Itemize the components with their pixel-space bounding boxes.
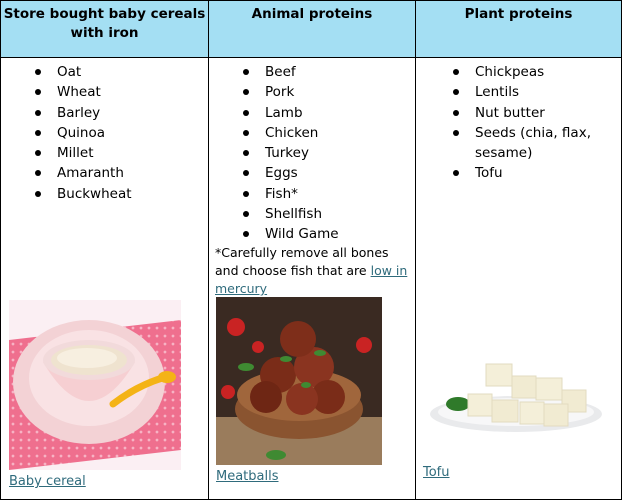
- header-cereals: Store bought baby cereals with iron: [1, 0, 208, 58]
- bullet-icon: [35, 109, 41, 116]
- list-item: Wild Game: [243, 224, 339, 244]
- list-item: Wheat: [35, 82, 132, 102]
- list-item: Buckwheat: [35, 184, 132, 204]
- bullet-icon: [243, 211, 249, 218]
- baby-cereal-link[interactable]: Baby cereal: [9, 474, 86, 489]
- bullet-icon: [243, 89, 249, 96]
- list-item: Chicken: [243, 123, 339, 143]
- bullet-icon: [453, 129, 459, 136]
- list-item: Millet: [35, 143, 132, 163]
- bullet-icon: [35, 170, 41, 177]
- list-item: Nut butter: [453, 103, 603, 123]
- bullet-icon: [35, 89, 41, 96]
- list-item: Chickpeas: [453, 62, 603, 82]
- meatballs-photo: [216, 297, 382, 465]
- bullet-icon: [35, 69, 41, 75]
- bullet-icon: [453, 109, 459, 116]
- low-mercury-link[interactable]: low in mercury: [215, 263, 408, 296]
- cereal-list: Oat Wheat Barley Quinoa Millet Amaranth …: [35, 62, 132, 204]
- list-item: Fish*: [243, 184, 339, 204]
- list-item: Turkey: [243, 143, 339, 163]
- table-bottom-border: [1, 499, 622, 500]
- animal-list: Beef Pork Lamb Chicken Turkey Eggs Fish*…: [243, 62, 339, 245]
- bullet-icon: [243, 150, 249, 157]
- bullet-icon: [453, 89, 459, 96]
- list-item: Shellfish: [243, 204, 339, 224]
- list-item: Seeds (chia, flax, sesame): [453, 123, 603, 164]
- header-animal: Animal proteins: [209, 0, 415, 58]
- column-cereals: Store bought baby cereals with iron Oat …: [1, 0, 209, 500]
- list-item: Quinoa: [35, 123, 132, 143]
- bullet-icon: [243, 109, 249, 116]
- list-item: Tofu: [453, 163, 603, 183]
- list-item: Barley: [35, 103, 132, 123]
- list-item: Lentils: [453, 82, 603, 102]
- bullet-icon: [243, 190, 249, 197]
- list-item: Pork: [243, 82, 339, 102]
- list-item: Oat: [35, 62, 132, 82]
- bullet-icon: [35, 150, 41, 157]
- list-item: Lamb: [243, 103, 339, 123]
- bullet-icon: [453, 170, 459, 177]
- tofu-photo: [428, 352, 604, 438]
- header-plant: Plant proteins: [416, 0, 621, 58]
- meatballs-link[interactable]: Meatballs: [216, 469, 279, 484]
- bullet-icon: [243, 129, 249, 136]
- bullet-icon: [35, 190, 41, 197]
- list-item: Amaranth: [35, 163, 132, 183]
- plant-list: Chickpeas Lentils Nut butter Seeds (chia…: [453, 62, 603, 184]
- baby-cereal-photo: [9, 300, 181, 470]
- list-item: Eggs: [243, 163, 339, 183]
- bullet-icon: [243, 69, 249, 75]
- bullet-icon: [453, 69, 459, 75]
- fish-note: *Carefully remove all bones and choose f…: [215, 245, 408, 296]
- column-animal: Animal proteins Beef Pork Lamb Chicken T…: [209, 0, 416, 500]
- column-plant: Plant proteins Chickpeas Lentils Nut but…: [416, 0, 622, 500]
- bullet-icon: [243, 231, 249, 238]
- bullet-icon: [35, 129, 41, 136]
- bullet-icon: [243, 170, 249, 177]
- list-item: Beef: [243, 62, 339, 82]
- tofu-link[interactable]: Tofu: [423, 465, 450, 480]
